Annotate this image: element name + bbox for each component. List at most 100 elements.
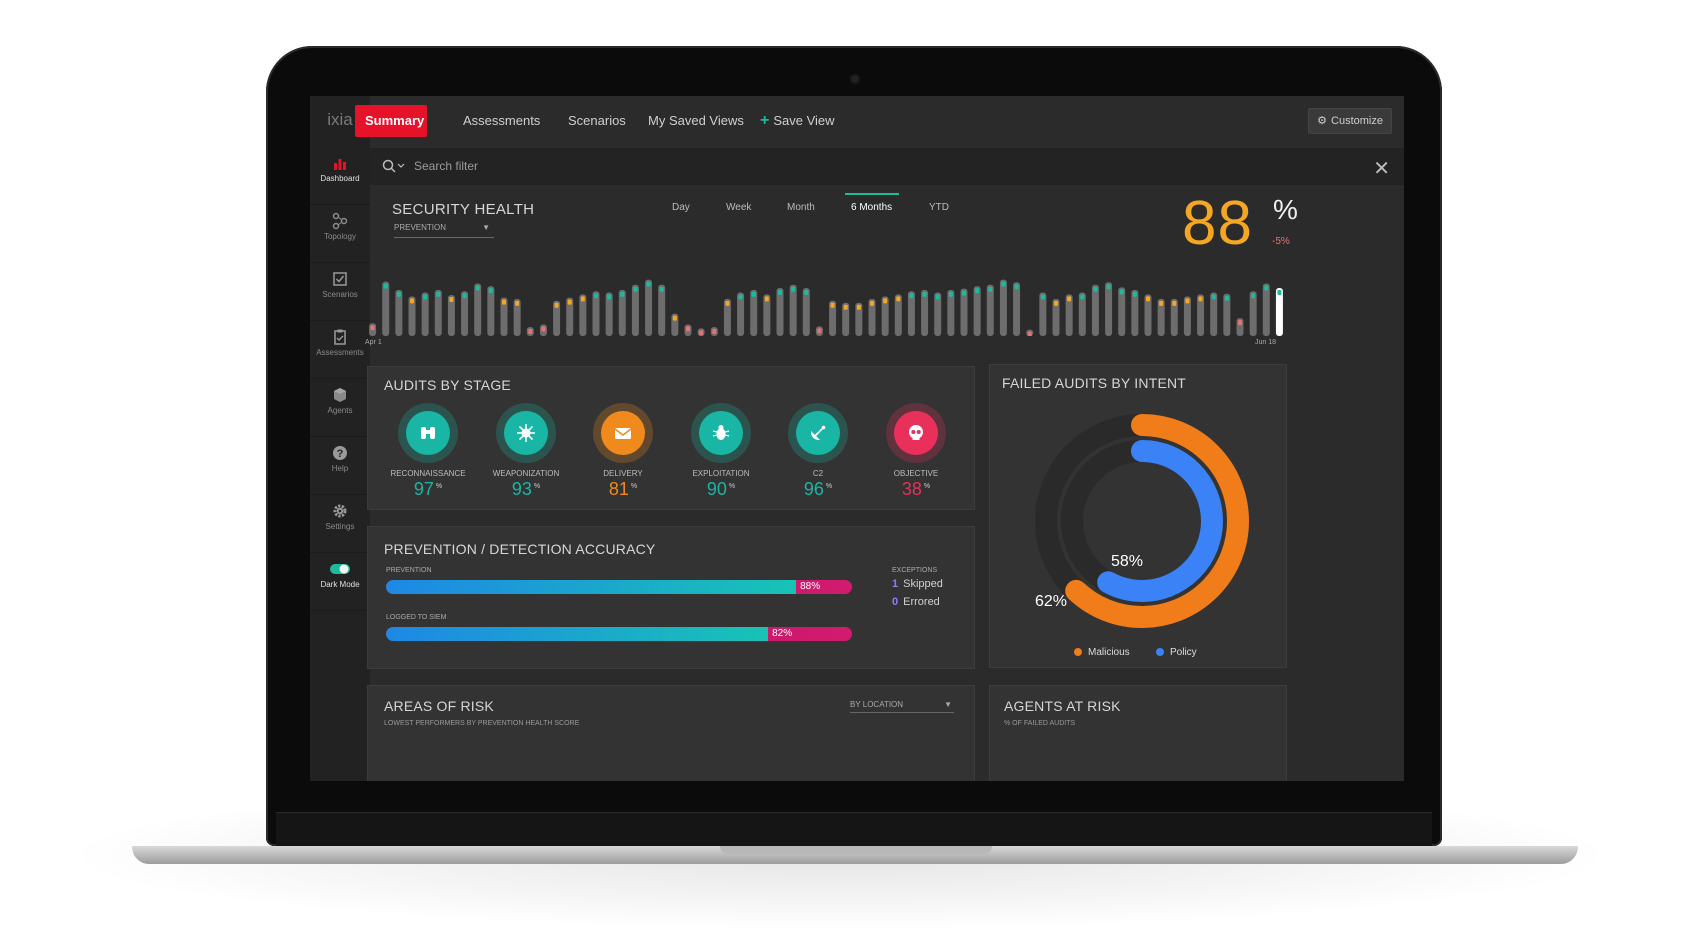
prevention-select[interactable]: PREVENTION ▼: [394, 223, 494, 238]
prevention-bar[interactable]: 88%: [386, 580, 852, 594]
health-bar[interactable]: [999, 279, 1007, 336]
tab-assessments[interactable]: Assessments: [463, 113, 541, 128]
health-bar[interactable]: [1144, 294, 1152, 336]
health-bar[interactable]: [1275, 288, 1283, 336]
sidebar-item-agents[interactable]: Agents: [310, 378, 370, 437]
sidebar-item-dashboard[interactable]: Dashboard: [310, 146, 370, 205]
logged-to-siem-bar[interactable]: 82%: [386, 627, 852, 641]
health-bar[interactable]: [894, 294, 902, 336]
health-bar[interactable]: [1197, 294, 1205, 336]
prevention-bar-fill: [386, 580, 797, 594]
stage-delivery[interactable]: DELIVERY 81%: [578, 403, 668, 500]
logged-bar-value: 82%: [772, 628, 793, 639]
health-bar[interactable]: [1118, 287, 1126, 336]
health-bar[interactable]: [513, 298, 521, 336]
range-tab-week[interactable]: Week: [726, 202, 752, 213]
exception-skipped[interactable]: 1 Skipped: [892, 578, 943, 590]
range-tab-month[interactable]: Month: [787, 202, 815, 213]
tab-scenarios[interactable]: Scenarios: [568, 113, 626, 128]
health-bar[interactable]: [382, 281, 390, 336]
stage-c2[interactable]: C2 96%: [773, 403, 863, 500]
sidebar-item-scenarios[interactable]: Scenarios: [310, 262, 370, 321]
health-bar[interactable]: [973, 286, 981, 336]
health-bar[interactable]: [907, 291, 915, 336]
health-bar[interactable]: [579, 294, 587, 336]
health-bar[interactable]: [842, 302, 850, 336]
health-bar[interactable]: [658, 284, 666, 336]
malicious-arc[interactable]: [1035, 414, 1249, 628]
health-bar[interactable]: [723, 298, 731, 336]
range-tab-6-months[interactable]: 6 Months: [851, 202, 893, 213]
health-bar[interactable]: [1091, 284, 1099, 336]
health-bar[interactable]: [592, 291, 600, 336]
health-bar[interactable]: [1052, 298, 1060, 336]
failed-audits-donut[interactable]: [1022, 401, 1262, 641]
health-bar[interactable]: [829, 300, 837, 336]
search-bar[interactable]: Search filter ✕: [370, 149, 1404, 185]
health-bar[interactable]: [750, 289, 758, 336]
range-tab-ytd[interactable]: YTD: [929, 202, 949, 213]
sidebar-item-topology[interactable]: Topology: [310, 204, 370, 263]
sidebar-item-help[interactable]: ? Help: [310, 436, 370, 495]
health-bar[interactable]: [921, 289, 929, 336]
tab-my-saved-views[interactable]: My Saved Views: [648, 113, 744, 128]
stage-reconnaissance[interactable]: RECONNAISSANCE 97%: [383, 403, 473, 500]
range-tab-day[interactable]: Day: [672, 202, 690, 213]
health-bar[interactable]: [868, 298, 876, 336]
sidebar-item-settings[interactable]: Settings: [310, 494, 370, 553]
health-bar[interactable]: [618, 289, 626, 336]
tab-summary[interactable]: Summary: [355, 105, 427, 137]
health-bar[interactable]: [763, 294, 771, 336]
health-bar[interactable]: [1262, 283, 1270, 336]
health-bar[interactable]: [1013, 282, 1021, 336]
health-bar[interactable]: [1105, 282, 1113, 336]
health-bar[interactable]: [1078, 292, 1086, 336]
health-bar[interactable]: [395, 289, 403, 336]
save-view-button[interactable]: + Save View: [750, 105, 845, 137]
customize-button[interactable]: ⚙ Customize: [1308, 108, 1392, 134]
health-bar[interactable]: [500, 297, 508, 336]
health-bar[interactable]: [1065, 294, 1073, 336]
health-bar[interactable]: [1223, 293, 1231, 336]
health-bar[interactable]: [421, 292, 429, 336]
health-bar[interactable]: [487, 286, 495, 336]
stage-objective[interactable]: OBJECTIVE 38%: [871, 403, 961, 500]
stage-weaponization[interactable]: WEAPONIZATION 93%: [481, 403, 571, 500]
health-bar[interactable]: [1170, 298, 1178, 336]
exception-errored[interactable]: 0 Errored: [892, 596, 940, 608]
health-bar[interactable]: [855, 302, 863, 336]
health-bar[interactable]: [776, 288, 784, 336]
health-bar[interactable]: [947, 289, 955, 336]
health-bar[interactable]: [1183, 296, 1191, 336]
health-bar[interactable]: [408, 296, 416, 336]
health-bar[interactable]: [1157, 298, 1165, 336]
health-bar[interactable]: [737, 292, 745, 336]
health-bar[interactable]: [934, 292, 942, 336]
health-bar[interactable]: [1131, 289, 1139, 336]
stage-exploitation[interactable]: EXPLOITATION 90%: [676, 403, 766, 500]
health-bar[interactable]: [881, 296, 889, 336]
policy-arc[interactable]: [1061, 440, 1223, 602]
health-bar[interactable]: [645, 279, 653, 336]
health-bar[interactable]: [960, 288, 968, 336]
health-bar[interactable]: [461, 291, 469, 336]
dark-mode-toggle[interactable]: Dark Mode: [310, 552, 370, 611]
health-bar[interactable]: [566, 297, 574, 336]
health-bar[interactable]: [605, 292, 613, 336]
health-bar[interactable]: [802, 288, 810, 336]
location-select[interactable]: BY LOCATION ▼: [850, 700, 954, 713]
health-bar[interactable]: [986, 284, 994, 336]
health-bar[interactable]: [1039, 292, 1047, 336]
health-bar[interactable]: [474, 283, 482, 336]
health-bar[interactable]: [1210, 292, 1218, 336]
health-bar[interactable]: [789, 284, 797, 336]
close-icon[interactable]: ✕: [1373, 158, 1390, 180]
sidebar-item-assessments[interactable]: Assessments: [310, 320, 370, 379]
health-bar[interactable]: [447, 295, 455, 336]
health-bar[interactable]: [434, 289, 442, 336]
health-bar[interactable]: [553, 300, 561, 336]
health-bar[interactable]: [1249, 291, 1257, 336]
search-icon[interactable]: [382, 159, 406, 175]
search-input[interactable]: Search filter: [414, 159, 479, 173]
health-bar[interactable]: [631, 284, 639, 336]
